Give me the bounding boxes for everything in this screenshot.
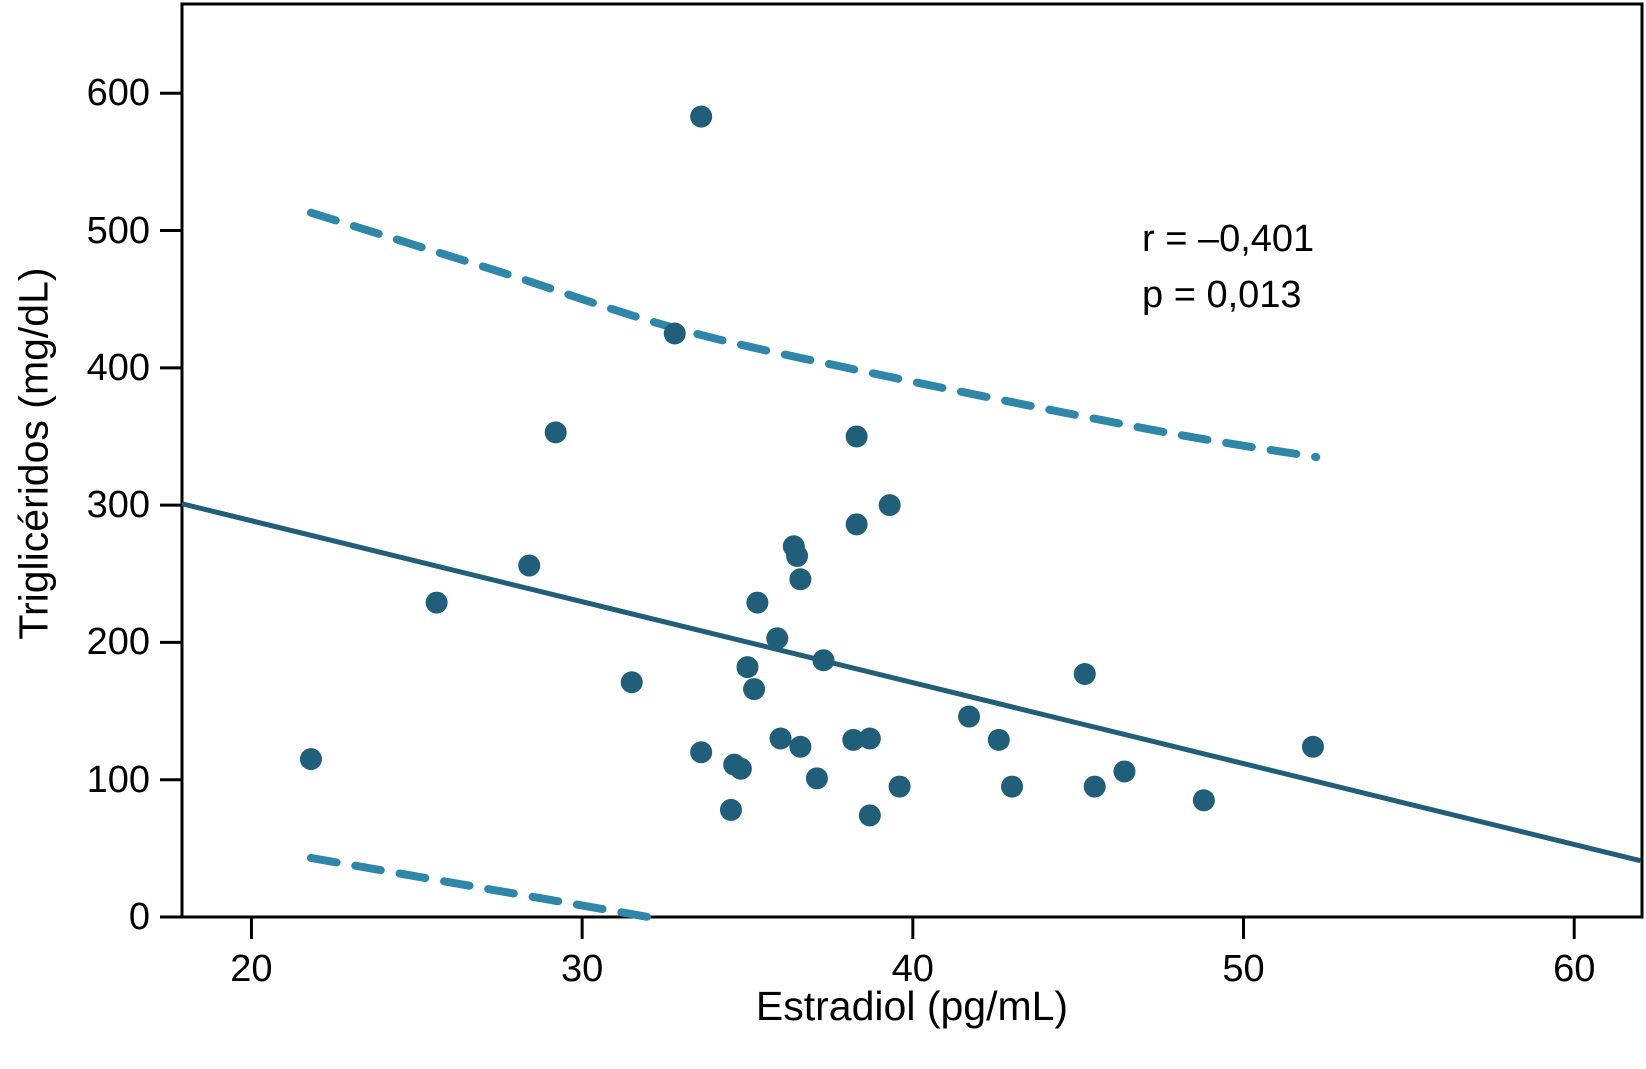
x-axis-title: Estradiol (pg/mL)	[755, 983, 1069, 1029]
data-point	[888, 775, 911, 798]
upper-confidence-band	[306, 208, 1321, 462]
data-point	[878, 494, 901, 517]
data-point	[690, 105, 713, 128]
data-point	[1073, 662, 1096, 685]
data-point	[299, 748, 322, 771]
data-point	[719, 798, 742, 821]
correlation-coefficient-label: r = –0,401	[1142, 218, 1315, 260]
data-point	[620, 671, 643, 694]
data-point	[743, 678, 766, 701]
data-point	[789, 568, 812, 591]
plot-border	[180, 2, 1644, 919]
data-point	[858, 804, 881, 827]
data-point	[736, 656, 759, 679]
p-value-label: p = 0,013	[1142, 274, 1302, 316]
data-point	[1301, 735, 1324, 758]
lower-confidence-band	[306, 853, 653, 921]
x-tick-label: 40	[891, 948, 934, 990]
regression-line	[181, 501, 1641, 864]
x-tick-label: 60	[1553, 948, 1596, 990]
data-point	[805, 767, 828, 790]
data-point	[1001, 775, 1024, 798]
data-point	[842, 728, 865, 751]
data-point	[789, 735, 812, 758]
y-tick-label: 0	[128, 896, 150, 938]
data-point	[845, 425, 868, 448]
x-tick-label: 50	[1222, 948, 1265, 990]
y-tick-label: 100	[86, 758, 150, 801]
data-point	[746, 591, 769, 614]
data-point	[812, 649, 835, 672]
x-tick-label: 30	[560, 948, 604, 990]
data-point	[1113, 760, 1136, 783]
y-tick-label: 600	[86, 72, 150, 115]
y-tick-label: 500	[86, 209, 150, 252]
data-point	[729, 757, 752, 780]
data-point	[858, 727, 881, 750]
y-tick-label: 300	[86, 484, 150, 527]
data-point	[958, 705, 981, 728]
x-tick-label: 20	[230, 948, 273, 990]
data-point	[544, 421, 567, 444]
y-tick-label: 400	[86, 346, 150, 389]
data-point	[1083, 775, 1106, 798]
data-point	[987, 728, 1010, 751]
data-point	[786, 544, 809, 567]
data-point	[766, 627, 789, 650]
data-point	[769, 727, 792, 750]
data-point	[1192, 789, 1215, 812]
data-point	[663, 322, 686, 345]
y-tick-label: 200	[86, 621, 150, 664]
data-point	[518, 554, 541, 577]
data-point	[425, 591, 448, 614]
data-point	[845, 513, 868, 536]
data-point	[690, 741, 713, 764]
